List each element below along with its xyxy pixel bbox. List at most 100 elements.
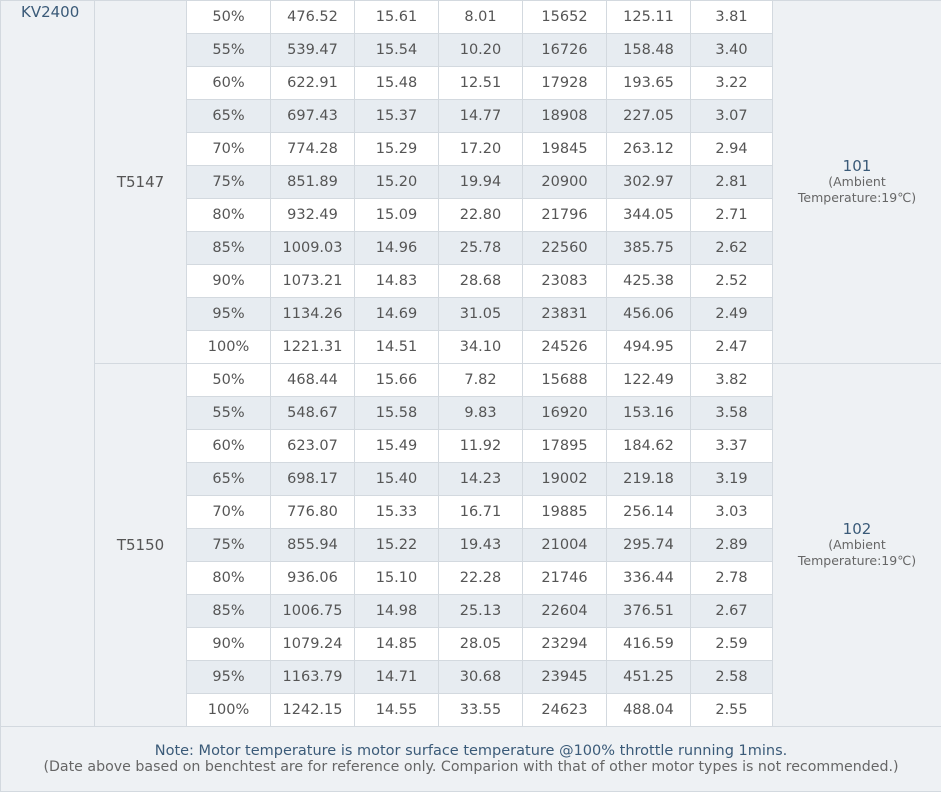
power-cell: 227.05: [606, 99, 691, 133]
footer-row: Note: Motor temperature is motor surface…: [0, 726, 941, 792]
rpm-cell: 24526: [522, 330, 607, 364]
table-row: 95% 1163.79 14.71 30.68 23945 451.25 2.58: [1, 660, 941, 694]
throttle-cell: 85%: [186, 594, 271, 628]
throttle-cell: 95%: [186, 297, 271, 331]
power-cell: 425.38: [606, 264, 691, 298]
rpm-cell: 21796: [522, 198, 607, 232]
power-cell: 256.14: [606, 495, 691, 529]
temperature-cell: 101 (Ambient Temperature:19℃): [772, 0, 941, 364]
power-cell: 376.51: [606, 594, 691, 628]
throttle-cell: 80%: [186, 561, 271, 595]
current-cell: 28.05: [438, 627, 523, 661]
efficiency-cell: 2.55: [690, 693, 773, 727]
efficiency-cell: 2.67: [690, 594, 773, 628]
thrust-cell: 1073.21: [270, 264, 355, 298]
efficiency-cell: 3.22: [690, 66, 773, 100]
propeller-label: T5150: [94, 363, 187, 727]
power-cell: 494.95: [606, 330, 691, 364]
voltage-cell: 15.54: [354, 33, 439, 67]
current-cell: 30.68: [438, 660, 523, 694]
table-row: 100% 1221.31 14.51 34.10 24526 494.95 2.47: [1, 330, 941, 364]
thrust-cell: 468.44: [270, 363, 355, 397]
voltage-cell: 14.55: [354, 693, 439, 727]
table-row: 60% 622.91 15.48 12.51 17928 193.65 3.22: [1, 66, 941, 100]
efficiency-cell: 2.94: [690, 132, 773, 166]
power-cell: 344.05: [606, 198, 691, 232]
thrust-cell: 776.80: [270, 495, 355, 529]
current-cell: 10.20: [438, 33, 523, 67]
throttle-cell: 50%: [186, 0, 271, 34]
throttle-cell: 75%: [186, 528, 271, 562]
rpm-cell: 20900: [522, 165, 607, 199]
power-cell: 153.16: [606, 396, 691, 430]
throttle-cell: 60%: [186, 66, 271, 100]
power-cell: 219.18: [606, 462, 691, 496]
voltage-cell: 15.49: [354, 429, 439, 463]
rpm-cell: 22604: [522, 594, 607, 628]
ambient-temperature-note: (Ambient: [828, 537, 886, 552]
power-cell: 184.62: [606, 429, 691, 463]
efficiency-cell: 2.81: [690, 165, 773, 199]
power-cell: 263.12: [606, 132, 691, 166]
table-row: 85% 1006.75 14.98 25.13 22604 376.51 2.67: [1, 594, 941, 628]
voltage-cell: 14.71: [354, 660, 439, 694]
thrust-cell: 1134.26: [270, 297, 355, 331]
power-cell: 193.65: [606, 66, 691, 100]
voltage-cell: 15.58: [354, 396, 439, 430]
rpm-cell: 19002: [522, 462, 607, 496]
current-cell: 34.10: [438, 330, 523, 364]
efficiency-cell: 2.78: [690, 561, 773, 595]
throttle-cell: 100%: [186, 330, 271, 364]
efficiency-cell: 3.37: [690, 429, 773, 463]
thrust-cell: 774.28: [270, 132, 355, 166]
thrust-cell: 697.43: [270, 99, 355, 133]
thrust-cell: 932.49: [270, 198, 355, 232]
current-cell: 28.68: [438, 264, 523, 298]
throttle-cell: 90%: [186, 264, 271, 298]
table-row: 80% 936.06 15.10 22.28 21746 336.44 2.78: [1, 561, 941, 595]
voltage-cell: 15.33: [354, 495, 439, 529]
current-cell: 11.92: [438, 429, 523, 463]
table-row: 65% 697.43 15.37 14.77 18908 227.05 3.07: [1, 99, 941, 133]
table-row: 70% 776.80 15.33 16.71 19885 256.14 3.03: [1, 495, 941, 529]
thrust-cell: 1163.79: [270, 660, 355, 694]
table-row: 75% 851.89 15.20 19.94 20900 302.97 2.81: [1, 165, 941, 199]
power-cell: 125.11: [606, 0, 691, 34]
thrust-cell: 1242.15: [270, 693, 355, 727]
rpm-cell: 17928: [522, 66, 607, 100]
propeller-label: T5147: [94, 0, 187, 364]
efficiency-cell: 3.82: [690, 363, 773, 397]
current-cell: 22.28: [438, 561, 523, 595]
thrust-cell: 1006.75: [270, 594, 355, 628]
voltage-cell: 15.37: [354, 99, 439, 133]
rpm-cell: 23083: [522, 264, 607, 298]
thrust-cell: 476.52: [270, 0, 355, 34]
rpm-cell: 15652: [522, 0, 607, 34]
table-row: 80% 932.49 15.09 22.80 21796 344.05 2.71: [1, 198, 941, 232]
throttle-cell: 70%: [186, 132, 271, 166]
rpm-cell: 24623: [522, 693, 607, 727]
temperature-cell: 102 (Ambient Temperature:19℃): [772, 363, 941, 727]
throttle-cell: 75%: [186, 165, 271, 199]
ambient-temperature-value: Temperature:19℃): [797, 190, 917, 205]
voltage-cell: 15.09: [354, 198, 439, 232]
voltage-cell: 15.61: [354, 0, 439, 34]
efficiency-cell: 2.71: [690, 198, 773, 232]
table-row: 60% 623.07 15.49 11.92 17895 184.62 3.37: [1, 429, 941, 463]
power-cell: 336.44: [606, 561, 691, 595]
efficiency-cell: 2.62: [690, 231, 773, 265]
voltage-cell: 15.48: [354, 66, 439, 100]
current-cell: 9.83: [438, 396, 523, 430]
throttle-cell: 55%: [186, 33, 271, 67]
current-cell: 14.77: [438, 99, 523, 133]
current-cell: 7.82: [438, 363, 523, 397]
voltage-cell: 14.69: [354, 297, 439, 331]
rpm-cell: 18908: [522, 99, 607, 133]
thrust-cell: 548.67: [270, 396, 355, 430]
table-row: 65% 698.17 15.40 14.23 19002 219.18 3.19: [1, 462, 941, 496]
voltage-cell: 15.20: [354, 165, 439, 199]
rpm-cell: 17895: [522, 429, 607, 463]
disclaimer-text: (Date above based on benchtest are for r…: [43, 759, 899, 775]
current-cell: 33.55: [438, 693, 523, 727]
throttle-cell: 65%: [186, 462, 271, 496]
